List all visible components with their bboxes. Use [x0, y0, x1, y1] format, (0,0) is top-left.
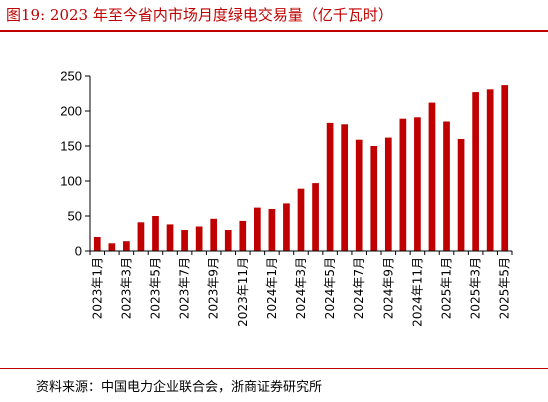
bar [297, 188, 305, 251]
bar [123, 241, 130, 251]
figure-title: 图19: 2023 年至今省内市场月度绿电交易量（亿千瓦时） [6, 6, 393, 24]
bar [355, 139, 363, 251]
bar [370, 146, 378, 251]
bar [283, 203, 290, 251]
source-note: 资料来源：中国电力企业联合会，浙商证券研究所 [36, 380, 323, 395]
bar [428, 102, 436, 251]
x-category-label: 2024年9月 [381, 257, 395, 319]
bar [486, 89, 494, 251]
bar [414, 117, 421, 251]
bar [312, 183, 319, 251]
bar [210, 218, 218, 251]
bar [326, 122, 334, 252]
x-category-label: 2023年5月 [148, 257, 162, 319]
bar [195, 226, 203, 251]
x-category-label: 2023年1月 [90, 257, 104, 319]
bar [399, 118, 407, 251]
bar [472, 92, 479, 251]
bar [341, 124, 349, 251]
x-category-label: 2023年7月 [178, 257, 192, 319]
y-tick-label: 250 [60, 69, 82, 84]
x-category-label: 2025年1月 [440, 257, 454, 319]
bar [108, 243, 116, 251]
bar [181, 230, 188, 251]
bar [384, 137, 392, 251]
x-category-label: 2023年3月 [119, 257, 133, 319]
bar [268, 209, 276, 251]
x-category-label: 2023年9月 [207, 257, 221, 319]
bar [253, 207, 261, 251]
bar [501, 85, 509, 251]
y-tick-label: 200 [60, 104, 82, 119]
x-category-label: 2023年11月 [236, 257, 250, 327]
x-category-label: 2024年3月 [294, 257, 308, 319]
bar [239, 220, 247, 251]
bar [93, 237, 101, 251]
bar [137, 222, 145, 251]
y-tick-label: 100 [60, 174, 82, 189]
x-category-label: 2024年5月 [323, 257, 337, 319]
y-axis: 0 50 100 150 200 250 [60, 69, 91, 259]
bar [443, 121, 450, 251]
y-tick-label: 150 [60, 139, 82, 154]
x-category-label: 2024年11月 [410, 257, 424, 327]
y-tick-label: 50 [68, 209, 82, 224]
bar [224, 230, 232, 251]
x-category-label: 2025年3月 [469, 257, 483, 319]
bar [152, 216, 159, 251]
x-category-label: 2024年1月 [265, 257, 279, 319]
x-axis: 2023年1月 2023年3月 2023年5月 2023年7月 2023年9月 2023年… [89, 250, 513, 327]
footer-divider [0, 368, 548, 369]
bar-series [93, 85, 509, 252]
bar [166, 224, 174, 251]
bar [457, 139, 465, 251]
x-category-label: 2024年7月 [352, 257, 366, 319]
title-divider [0, 30, 548, 32]
y-tick-label: 0 [75, 244, 82, 259]
x-category-label: 2025年5月 [498, 257, 512, 319]
